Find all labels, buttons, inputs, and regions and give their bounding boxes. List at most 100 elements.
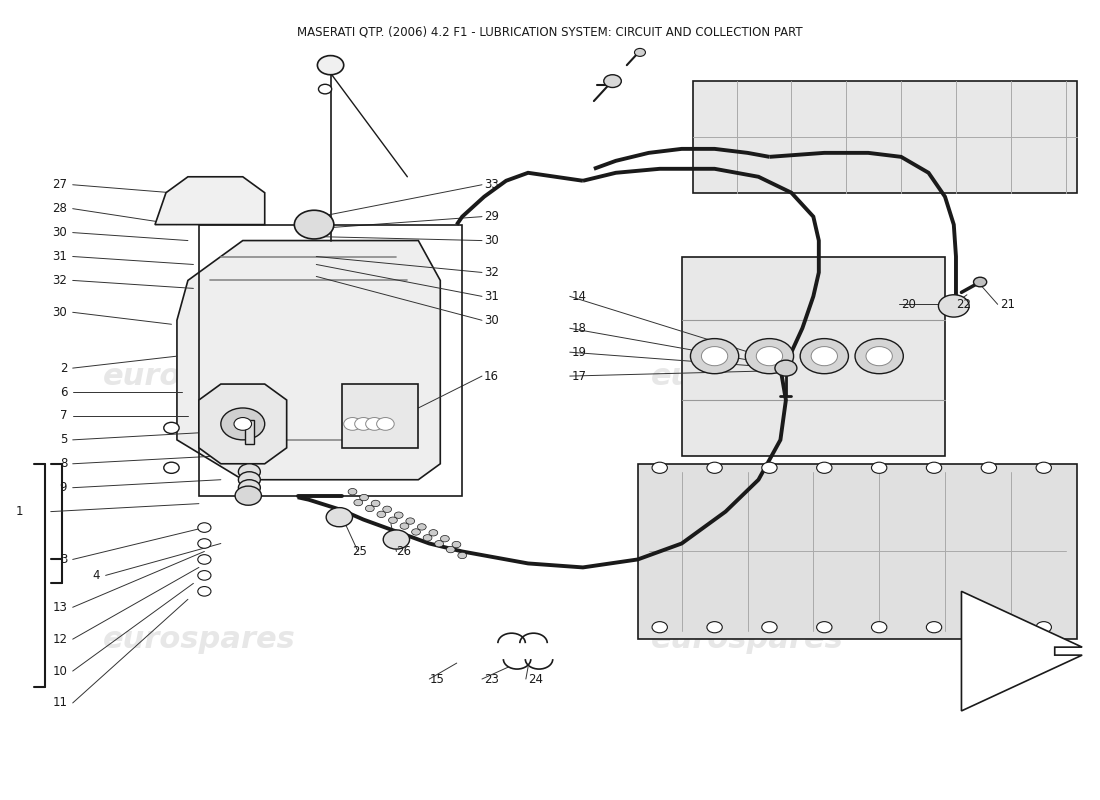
Circle shape [164, 422, 179, 434]
Circle shape [376, 418, 394, 430]
Circle shape [800, 338, 848, 374]
Text: 14: 14 [572, 290, 587, 303]
Text: 31: 31 [484, 290, 499, 303]
Text: eurospares: eurospares [651, 625, 844, 654]
Circle shape [458, 552, 466, 558]
Circle shape [707, 622, 723, 633]
Polygon shape [638, 464, 1077, 639]
Text: 26: 26 [396, 545, 411, 558]
Text: 31: 31 [53, 250, 67, 263]
Circle shape [365, 418, 383, 430]
Circle shape [239, 480, 261, 496]
Circle shape [871, 622, 887, 633]
Text: 5: 5 [59, 434, 67, 446]
Text: 7: 7 [59, 410, 67, 422]
Circle shape [981, 462, 997, 474]
Circle shape [198, 570, 211, 580]
Text: eurospares: eurospares [102, 625, 295, 654]
Circle shape [354, 499, 363, 506]
Polygon shape [961, 591, 1082, 711]
Circle shape [871, 462, 887, 474]
Polygon shape [693, 81, 1077, 193]
Circle shape [383, 530, 409, 549]
Text: 25: 25 [352, 545, 367, 558]
Circle shape [354, 418, 372, 430]
Text: 20: 20 [901, 298, 916, 311]
Circle shape [604, 74, 622, 87]
Circle shape [652, 622, 668, 633]
Text: 30: 30 [484, 314, 499, 326]
Text: 12: 12 [52, 633, 67, 646]
Text: MASERATI QTP. (2006) 4.2 F1 - LUBRICATION SYSTEM: CIRCUIT AND COLLECTION PART: MASERATI QTP. (2006) 4.2 F1 - LUBRICATIO… [297, 26, 803, 38]
Text: 2: 2 [59, 362, 67, 374]
Text: 16: 16 [484, 370, 499, 382]
Circle shape [411, 529, 420, 535]
Circle shape [360, 494, 368, 501]
Circle shape [981, 622, 997, 633]
Circle shape [774, 360, 796, 376]
Text: 6: 6 [59, 386, 67, 398]
Circle shape [319, 84, 332, 94]
Circle shape [926, 462, 942, 474]
Text: 32: 32 [53, 274, 67, 287]
Circle shape [327, 508, 352, 526]
Circle shape [343, 418, 361, 430]
Text: 17: 17 [572, 370, 587, 382]
Circle shape [318, 55, 343, 74]
Text: eurospares: eurospares [651, 362, 844, 390]
Circle shape [388, 517, 397, 523]
Circle shape [866, 346, 892, 366]
Circle shape [348, 489, 356, 495]
Circle shape [417, 524, 426, 530]
Circle shape [440, 535, 449, 542]
Circle shape [164, 462, 179, 474]
Circle shape [816, 462, 832, 474]
Text: 1: 1 [15, 505, 23, 518]
Bar [245, 420, 254, 444]
Circle shape [383, 506, 392, 513]
Circle shape [429, 530, 438, 536]
Polygon shape [177, 241, 440, 480]
Text: 30: 30 [484, 234, 499, 247]
Circle shape [198, 538, 211, 548]
Circle shape [707, 462, 723, 474]
Circle shape [762, 462, 777, 474]
Circle shape [762, 622, 777, 633]
Text: 11: 11 [52, 697, 67, 710]
Text: 15: 15 [429, 673, 444, 686]
Text: 27: 27 [52, 178, 67, 191]
Text: 3: 3 [59, 553, 67, 566]
Text: 4: 4 [92, 569, 100, 582]
Text: eurospares: eurospares [102, 362, 295, 390]
Circle shape [239, 472, 261, 488]
Circle shape [757, 346, 782, 366]
Text: 10: 10 [53, 665, 67, 678]
Text: 21: 21 [1000, 298, 1015, 311]
Text: 28: 28 [53, 202, 67, 215]
Polygon shape [155, 177, 265, 225]
Text: 8: 8 [59, 458, 67, 470]
Text: 19: 19 [572, 346, 587, 358]
Circle shape [406, 518, 415, 524]
Circle shape [365, 506, 374, 512]
Text: 13: 13 [53, 601, 67, 614]
Circle shape [198, 522, 211, 532]
Circle shape [652, 462, 668, 474]
Text: 18: 18 [572, 322, 586, 334]
Circle shape [400, 523, 409, 530]
Circle shape [234, 418, 252, 430]
Circle shape [816, 622, 832, 633]
Text: 23: 23 [484, 673, 499, 686]
Circle shape [377, 511, 386, 518]
Circle shape [1036, 622, 1052, 633]
Circle shape [198, 554, 211, 564]
Circle shape [691, 338, 739, 374]
Text: 22: 22 [956, 298, 971, 311]
Circle shape [371, 500, 380, 506]
Circle shape [811, 346, 837, 366]
Circle shape [702, 346, 728, 366]
Circle shape [235, 486, 262, 506]
Text: 24: 24 [528, 673, 543, 686]
Circle shape [938, 294, 969, 317]
Circle shape [855, 338, 903, 374]
